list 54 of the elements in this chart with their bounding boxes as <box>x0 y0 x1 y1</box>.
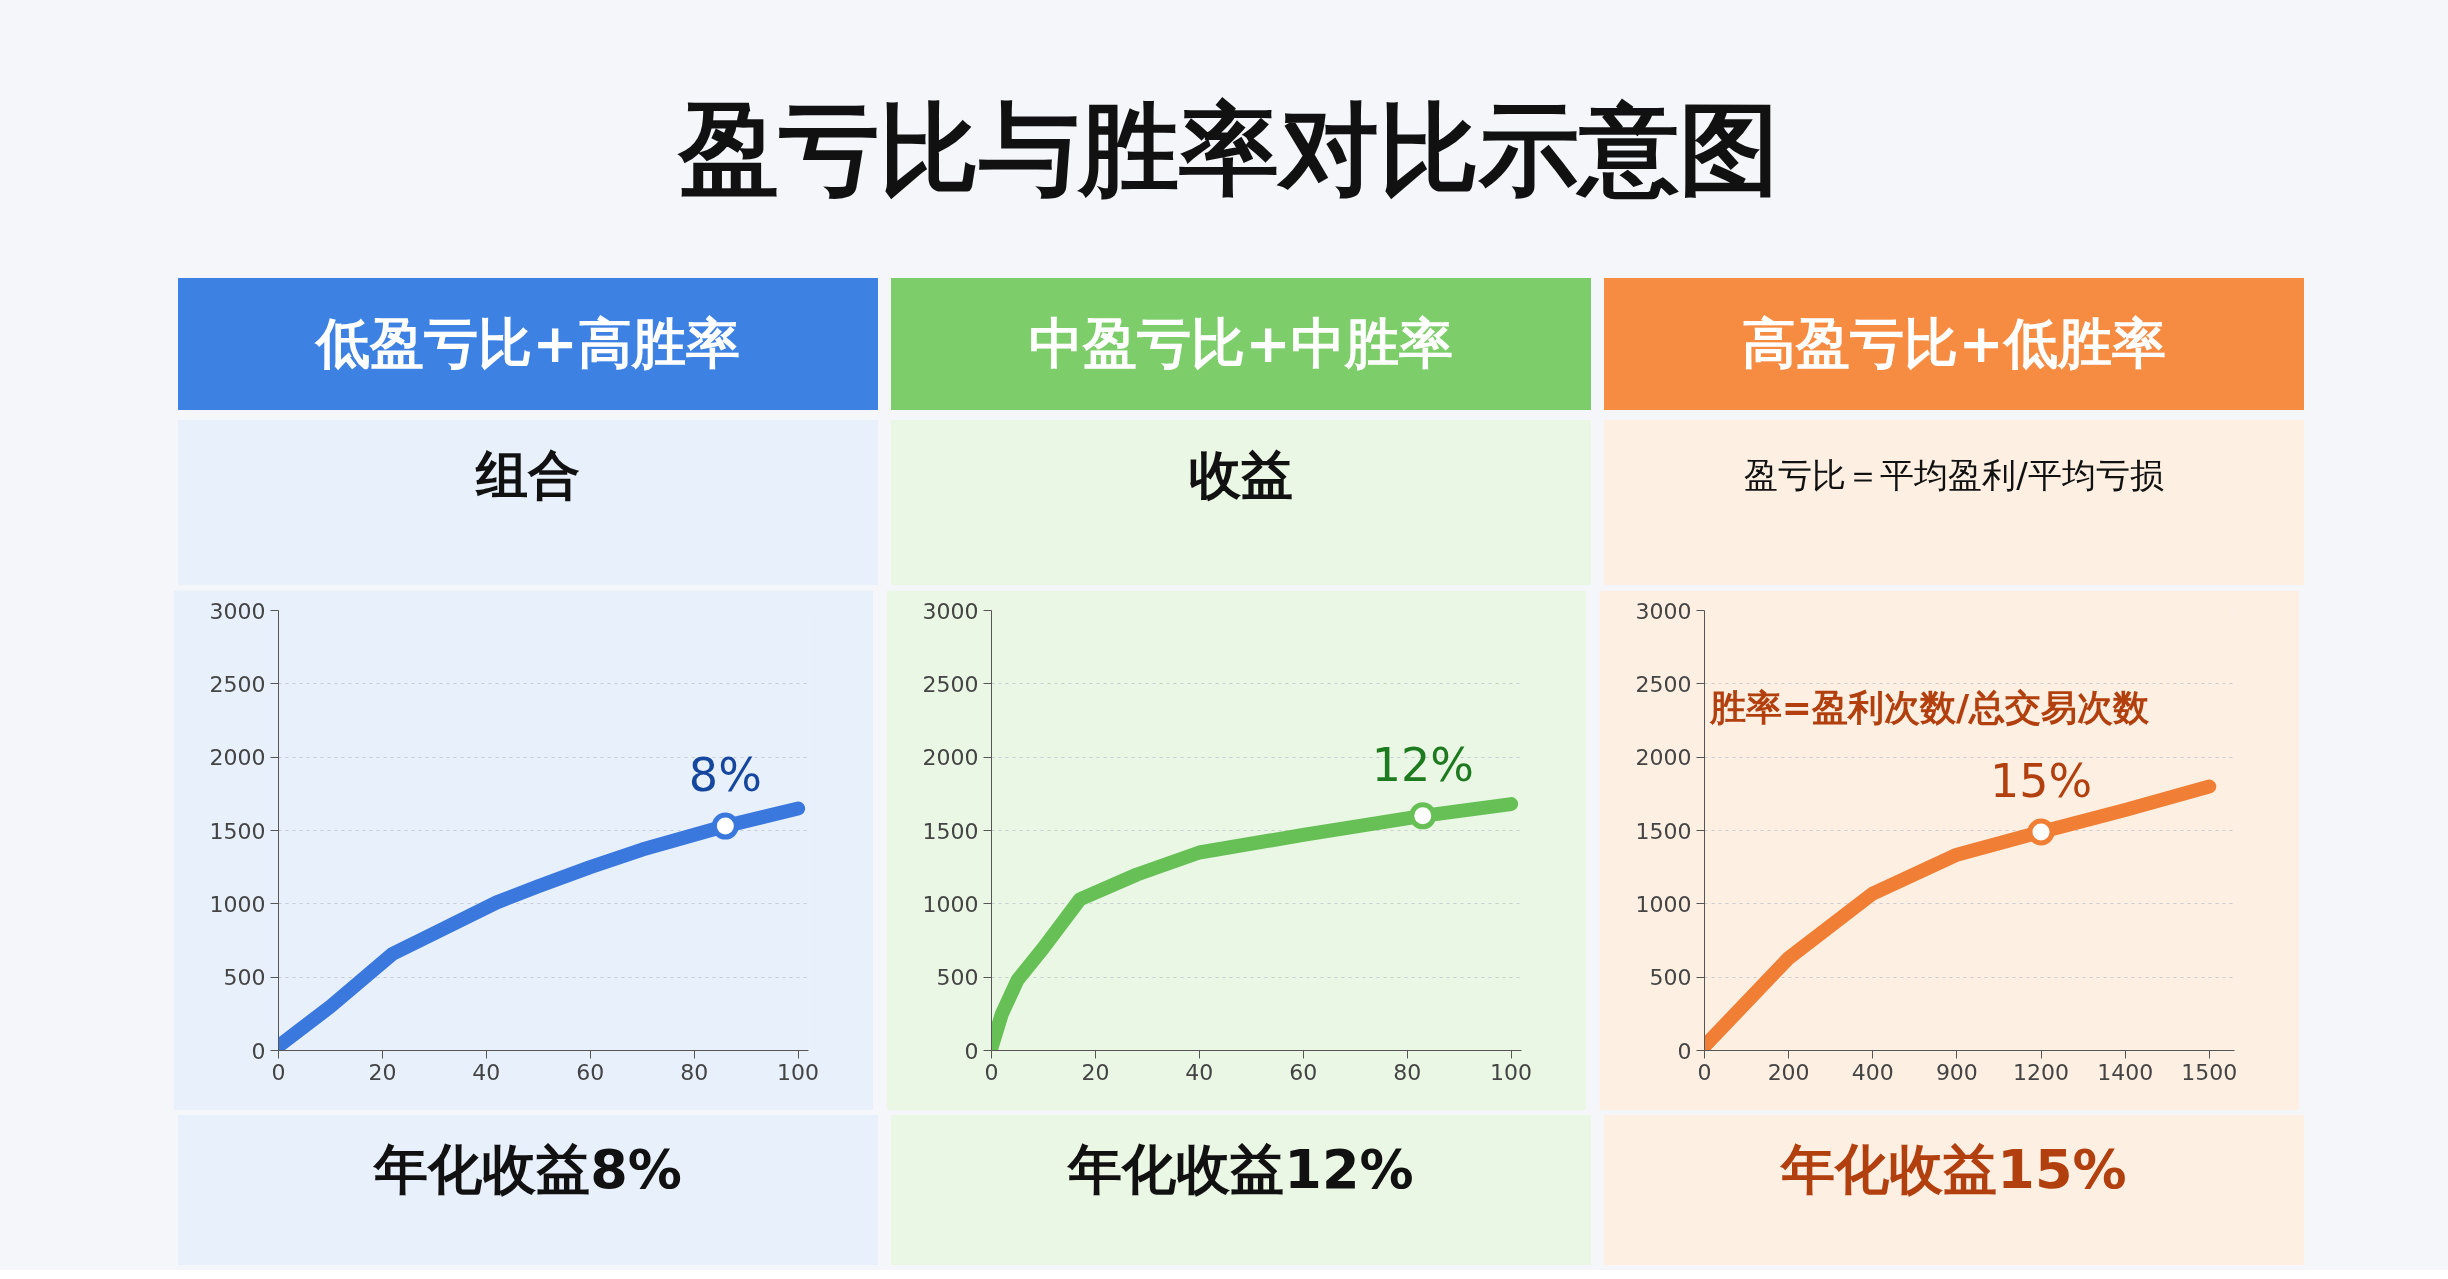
text: 年化收益15% <box>1781 1137 2127 1203</box>
annotation: 8% <box>688 748 762 803</box>
x-tick-label: 1400 <box>2097 1059 2154 1085</box>
text: 年化收益12% <box>1068 1137 1414 1203</box>
x-tick-label: 200 <box>1767 1059 1810 1085</box>
x-tick-label: 100 <box>777 1059 820 1085</box>
x-tick-label: 40 <box>1185 1059 1214 1085</box>
x-tick-label: 80 <box>680 1059 709 1085</box>
y-tick-label: 3000 <box>1635 598 1692 624</box>
x-tick-label: 0 <box>1697 1059 1712 1085</box>
chart-subtitle: 盈亏比＝平均盈利/平均亏损 <box>1744 454 2164 497</box>
y-tick-label: 1500 <box>209 818 266 844</box>
x-tick-label: 60 <box>1289 1059 1318 1085</box>
x-tick-label: 900 <box>1935 1059 1978 1085</box>
x-tick-label: 40 <box>472 1059 501 1085</box>
y-tick-label: 1000 <box>922 891 979 917</box>
y-tick-label: 2000 <box>209 745 266 771</box>
y-tick-label: 500 <box>223 965 266 991</box>
x-tick-label: 60 <box>576 1059 605 1085</box>
x-tick-label: 0 <box>984 1059 999 1085</box>
annotation: 胜率=盈利次数/总交易次数 <box>1708 686 2151 728</box>
y-tick-label: 1500 <box>922 818 979 844</box>
x-tick-label: 20 <box>1081 1059 1110 1085</box>
y-tick-label: 500 <box>1649 965 1692 991</box>
chart-title: 低盈亏比+高胜率 <box>316 311 740 377</box>
x-tick-label: 400 <box>1851 1059 1894 1085</box>
chart-subtitle: 收益 <box>1189 444 1293 507</box>
y-tick-label: 0 <box>251 1038 266 1064</box>
y-tick-label: 1500 <box>1635 818 1692 844</box>
annotation: 12% <box>1371 737 1474 792</box>
annotation: 15% <box>1989 753 2093 808</box>
x-tick-label: 1500 <box>2181 1059 2238 1085</box>
x-tick-label: 0 <box>271 1059 286 1085</box>
y-tick-label: 1000 <box>1635 891 1692 917</box>
x-tick-label: 80 <box>1393 1059 1422 1085</box>
y-tick-label: 2000 <box>1635 745 1692 771</box>
y-tick-label: 2000 <box>922 745 979 771</box>
x-tick-label: 20 <box>368 1059 397 1085</box>
chart-subtitle: 组合 <box>476 444 580 507</box>
y-tick-label: 2500 <box>922 671 979 697</box>
chart-title: 高盈亏比+低胜率 <box>1742 311 2166 377</box>
y-tick-label: 3000 <box>922 598 979 624</box>
y-tick-label: 2500 <box>209 671 266 697</box>
y-tick-label: 2500 <box>1635 671 1692 697</box>
x-tick-label: 100 <box>1490 1059 1533 1085</box>
chart-title: 中盈亏比+中胜率 <box>1029 311 1453 377</box>
x-tick-label: 1200 <box>2013 1059 2070 1085</box>
text: 盈亏比与胜率对比示意图 <box>679 90 1779 210</box>
y-tick-label: 3000 <box>209 598 266 624</box>
text: 年化收益8% <box>374 1137 682 1203</box>
y-tick-label: 0 <box>1677 1038 1692 1064</box>
y-tick-label: 0 <box>964 1038 979 1064</box>
y-tick-label: 1000 <box>209 891 266 917</box>
y-tick-label: 500 <box>936 965 979 991</box>
